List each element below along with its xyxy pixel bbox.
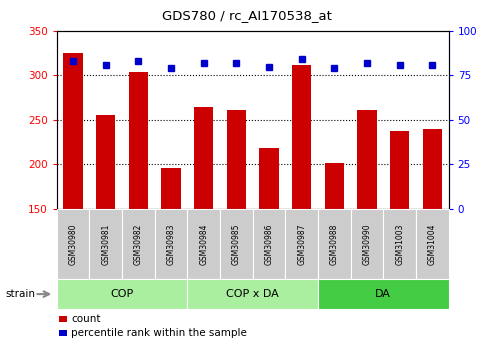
Text: DA: DA bbox=[375, 289, 391, 299]
Bar bbox=[390, 131, 409, 209]
Bar bbox=[423, 129, 442, 209]
Text: GSM30982: GSM30982 bbox=[134, 224, 143, 265]
Text: COP x DA: COP x DA bbox=[226, 289, 279, 299]
Text: COP: COP bbox=[110, 289, 134, 299]
Text: percentile rank within the sample: percentile rank within the sample bbox=[71, 328, 247, 338]
Text: GSM31003: GSM31003 bbox=[395, 223, 404, 265]
Bar bbox=[63, 53, 83, 209]
Bar bbox=[259, 148, 279, 209]
Bar bbox=[194, 107, 213, 209]
Bar bbox=[226, 110, 246, 209]
Text: GSM31004: GSM31004 bbox=[428, 223, 437, 265]
Text: GSM30986: GSM30986 bbox=[264, 223, 274, 265]
Text: GSM30987: GSM30987 bbox=[297, 223, 306, 265]
Text: GDS780 / rc_AI170538_at: GDS780 / rc_AI170538_at bbox=[162, 9, 331, 22]
Text: GSM30990: GSM30990 bbox=[362, 223, 372, 265]
Bar bbox=[161, 168, 181, 209]
Bar bbox=[292, 65, 312, 209]
Text: GSM30984: GSM30984 bbox=[199, 223, 208, 265]
Text: GSM30981: GSM30981 bbox=[101, 224, 110, 265]
Bar bbox=[324, 164, 344, 209]
Text: GSM30988: GSM30988 bbox=[330, 224, 339, 265]
Text: strain: strain bbox=[6, 289, 36, 299]
Bar bbox=[357, 110, 377, 209]
Bar bbox=[129, 72, 148, 209]
Bar bbox=[96, 116, 115, 209]
Text: GSM30983: GSM30983 bbox=[167, 223, 176, 265]
Text: GSM30985: GSM30985 bbox=[232, 223, 241, 265]
Text: GSM30980: GSM30980 bbox=[69, 223, 77, 265]
Text: count: count bbox=[71, 314, 101, 324]
